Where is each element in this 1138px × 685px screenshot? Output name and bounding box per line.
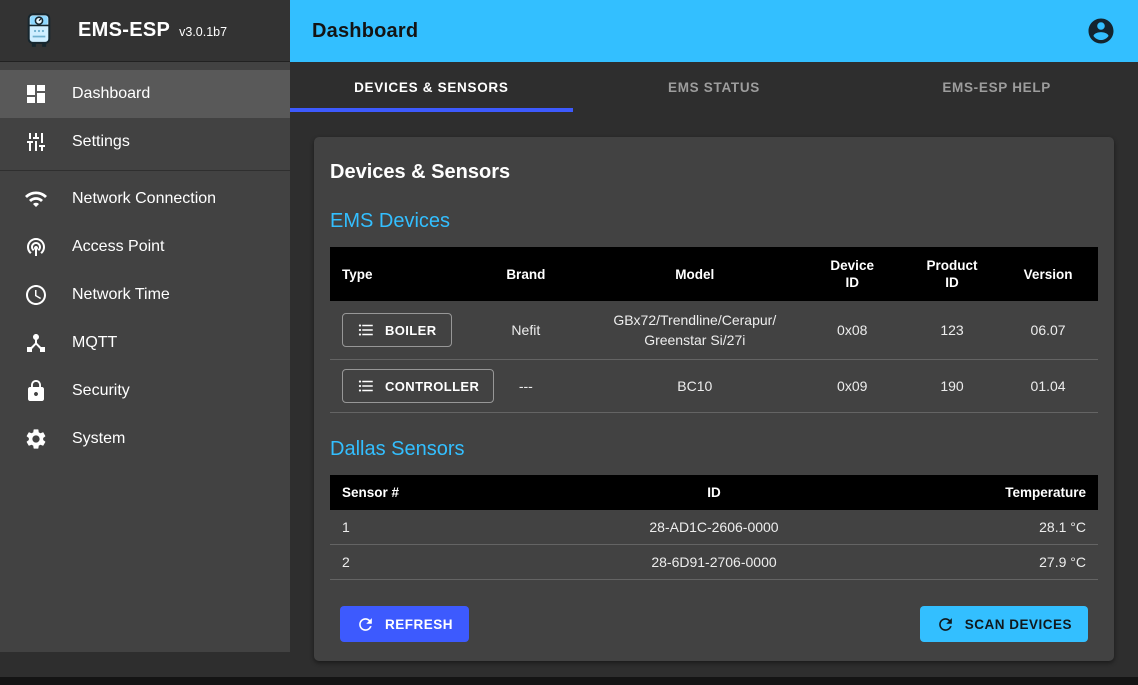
card-actions: REFRESH SCAN DEVICES	[330, 606, 1098, 642]
wifi-icon	[24, 187, 48, 211]
cell-sensor-id: 28-6D91-2706-0000	[522, 544, 906, 580]
sidebar-item-security[interactable]: Security	[0, 367, 290, 415]
sidebar: EMS-ESP v3.0.1b7 Dashboard Settings	[0, 0, 290, 652]
device-type-label: CONTROLLER	[385, 378, 480, 394]
page-title: Dashboard	[312, 19, 419, 42]
cell-temperature: 27.9 °C	[906, 544, 1098, 580]
cell-temperature: 28.1 °C	[906, 510, 1098, 545]
cell-device-id: 0x09	[798, 359, 906, 413]
sidebar-item-settings[interactable]: Settings	[0, 118, 290, 166]
clock-icon	[24, 283, 48, 307]
sidebar-item-label: Network Connection	[72, 190, 217, 207]
sidebar-header: EMS-ESP v3.0.1b7	[0, 0, 290, 62]
column-header-version: Version	[998, 247, 1098, 301]
device-hub-icon	[24, 331, 48, 355]
list-bulleted-icon	[357, 377, 375, 395]
dashboard-icon	[24, 82, 48, 106]
card-title: Devices & Sensors	[330, 161, 511, 183]
app-name: EMS-ESP	[78, 19, 171, 41]
column-header-device-id: Device ID	[798, 247, 906, 301]
tab-ems-status[interactable]: EMS STATUS	[668, 79, 761, 95]
sidebar-item-mqtt[interactable]: MQTT	[0, 319, 290, 367]
device-type-label: BOILER	[385, 322, 437, 338]
refresh-button-label: REFRESH	[385, 616, 454, 632]
tab-bar: DEVICES & SENSORS EMS STATUS EMS-ESP HEL…	[290, 62, 1138, 112]
column-header-brand: Brand	[460, 247, 592, 301]
sidebar-item-label: Settings	[72, 133, 130, 150]
sidebar-item-access-point[interactable]: Access Point	[0, 223, 290, 271]
column-header-sensor-number: Sensor #	[330, 475, 522, 510]
column-header-type: Type	[330, 247, 461, 301]
column-header-product-id: Product ID	[905, 247, 999, 301]
lock-icon	[24, 379, 48, 403]
column-header-temperature: Temperature	[906, 475, 1098, 510]
cell-brand: Nefit	[460, 301, 592, 360]
content-area: Devices & Sensors EMS Devices Type Brand…	[290, 112, 1138, 677]
ems-device-row: CONTROLLER --- BC10 0x09 190 01.04	[330, 359, 1098, 413]
sidebar-divider	[0, 170, 290, 171]
dallas-sensor-row: 1 28-AD1C-2606-0000 28.1 °C	[330, 510, 1098, 545]
column-header-id: ID	[522, 475, 906, 510]
cell-model: GBx72/​Trendline/​Cerapur/​Greenstar Si/…	[591, 301, 799, 360]
sidebar-item-label: MQTT	[72, 334, 118, 351]
cell-version: 01.04	[998, 359, 1098, 413]
ems-devices-section-title: EMS Devices	[330, 210, 451, 232]
gear-icon	[24, 427, 48, 451]
sidebar-item-label: Dashboard	[72, 85, 151, 102]
cell-version: 06.07	[998, 301, 1098, 360]
sidebar-item-label: Security	[72, 382, 130, 399]
boiler-logo-icon	[20, 12, 58, 50]
cell-product-id: 123	[905, 301, 999, 360]
refresh-button[interactable]: REFRESH	[340, 606, 470, 642]
cell-brand: ---	[460, 359, 592, 413]
sidebar-item-network-time[interactable]: Network Time	[0, 271, 290, 319]
sidebar-item-dashboard[interactable]: Dashboard	[0, 70, 290, 118]
ems-devices-table: Type Brand Model Device ID Product ID Ve…	[330, 247, 1098, 413]
ems-device-row: BOILER Nefit GBx72/​Trendline/​Cerapur/​…	[330, 301, 1098, 360]
sidebar-item-label: Network Time	[72, 286, 170, 303]
tune-icon	[24, 130, 48, 154]
sidebar-menu: Dashboard Settings Network Connection Ac	[0, 62, 290, 471]
sidebar-item-label: Access Point	[72, 238, 165, 255]
tab-ems-esp-help[interactable]: EMS-ESP HELP	[942, 79, 1052, 95]
main-area: Dashboard DEVICES & SENSORS EMS STATUS E…	[290, 0, 1138, 677]
cell-model: BC10	[591, 359, 799, 413]
app-version: v3.0.1b7	[179, 25, 228, 39]
controller-device-button[interactable]: CONTROLLER	[342, 369, 495, 403]
sidebar-item-system[interactable]: System	[0, 415, 290, 463]
sidebar-item-label: System	[72, 430, 126, 447]
cell-device-id: 0x08	[798, 301, 906, 360]
ems-devices-header-row: Type Brand Model Device ID Product ID Ve…	[330, 247, 1098, 301]
dallas-sensors-header-row: Sensor # ID Temperature	[330, 475, 1098, 510]
dallas-sensors-table: Sensor # ID Temperature 1 28-AD1C-2606-0…	[330, 475, 1098, 580]
cell-sensor-number: 1	[330, 510, 522, 545]
dallas-sensor-row: 2 28-6D91-2706-0000 27.9 °C	[330, 544, 1098, 580]
column-header-model: Model	[591, 247, 799, 301]
scan-devices-button[interactable]: SCAN DEVICES	[919, 606, 1088, 642]
scan-devices-button-label: SCAN DEVICES	[964, 616, 1072, 632]
account-circle-icon[interactable]	[1086, 16, 1116, 46]
refresh-icon	[936, 615, 955, 634]
wifi-tethering-icon	[24, 235, 48, 259]
refresh-icon	[356, 615, 375, 634]
cell-product-id: 190	[905, 359, 999, 413]
devices-sensors-card: Devices & Sensors EMS Devices Type Brand…	[314, 137, 1114, 661]
boiler-device-button[interactable]: BOILER	[342, 313, 452, 347]
list-bulleted-icon	[357, 321, 375, 339]
app-bar: Dashboard	[290, 0, 1138, 62]
tab-devices-sensors[interactable]: DEVICES & SENSORS	[290, 62, 573, 112]
sidebar-item-network-connection[interactable]: Network Connection	[0, 175, 290, 223]
cell-sensor-id: 28-AD1C-2606-0000	[522, 510, 906, 545]
dallas-sensors-section-title: Dallas Sensors	[330, 438, 465, 460]
cell-sensor-number: 2	[330, 544, 522, 580]
